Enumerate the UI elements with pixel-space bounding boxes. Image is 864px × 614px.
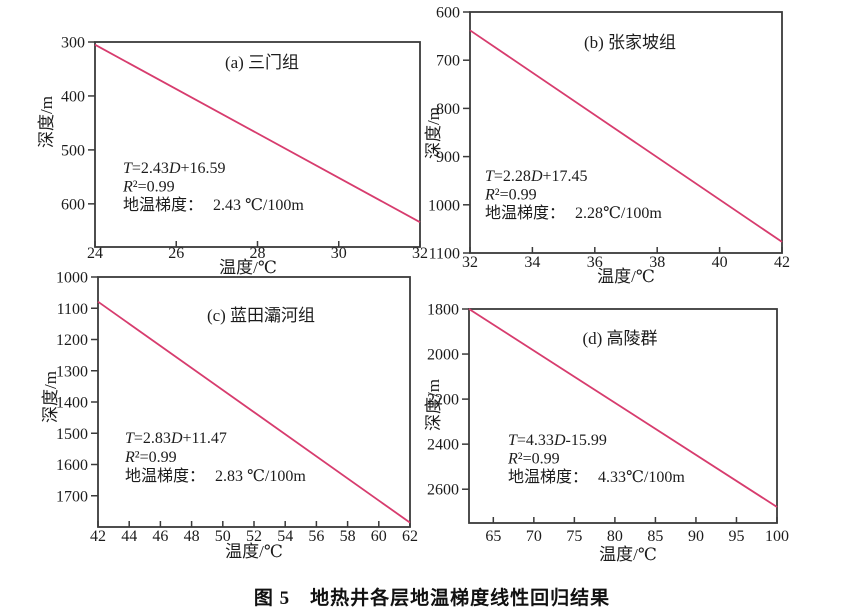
annotation-equation: T=4.33D-15.99 xyxy=(508,432,607,449)
x-tick-label: 75 xyxy=(566,528,582,545)
y-tick-label: 500 xyxy=(61,142,85,159)
x-tick-label: 24 xyxy=(87,245,103,262)
y-tick-label: 900 xyxy=(436,149,460,166)
y-axis-title: 深度/m xyxy=(424,107,443,159)
x-tick-label: 60 xyxy=(371,528,387,545)
subplot-b: 32 34 36 38 40 42 600 700 800 900 1000 1100 温度/℃ 深度/m… xyxy=(424,5,790,287)
regression-line xyxy=(94,43,421,223)
x-tick-label: 32 xyxy=(462,254,478,271)
y-tick-label: 1800 xyxy=(427,302,459,319)
x-tick-label: 40 xyxy=(712,254,728,271)
y-tick-label: 2400 xyxy=(427,437,459,454)
x-tick-label: 62 xyxy=(402,528,418,545)
x-tick-label: 42 xyxy=(774,254,790,271)
x-axis-title: 温度/℃ xyxy=(599,545,657,564)
x-tick-label: 46 xyxy=(152,528,168,545)
x-tick-label: 90 xyxy=(688,528,704,545)
y-tick-label: 700 xyxy=(436,53,460,70)
x-axis-title: 温度/℃ xyxy=(219,258,277,277)
x-tick-label: 54 xyxy=(277,528,293,545)
x-tick-label: 58 xyxy=(340,528,356,545)
y-tick-label: 1600 xyxy=(56,457,88,474)
y-axis-title: 深度/m xyxy=(41,371,60,423)
x-tick-label: 48 xyxy=(184,528,200,545)
y-axis-title: 深度/m xyxy=(37,96,56,148)
x-tick-label: 65 xyxy=(485,528,501,545)
subplot-c: 42 44 46 48 50 52 54 56 58 60 62 1000 1100 1200 1300 14… xyxy=(41,270,418,562)
y-tick-label: 2200 xyxy=(427,392,459,409)
y-tick-label: 2600 xyxy=(427,482,459,499)
annotation-equation: T=2.43D+16.59 xyxy=(123,160,226,177)
x-tick-label: 52 xyxy=(246,528,262,545)
x-tick-label: 38 xyxy=(649,254,665,271)
y-tick-label: 300 xyxy=(61,35,85,52)
x-tick-label: 36 xyxy=(587,254,603,271)
x-tick-label: 34 xyxy=(524,254,540,271)
y-tick-label: 1000 xyxy=(56,270,88,287)
x-tick-label: 100 xyxy=(765,528,789,545)
annotation-r-squared: R²=0.99 xyxy=(507,451,560,468)
panel-title: (b) 张家坡组 xyxy=(584,33,676,52)
annotation-r-squared: R²=0.99 xyxy=(484,187,537,204)
subplot-a: 24 26 28 30 32 300 400 500 600 温度/℃ 深度/m (a) 三门组 T=2… xyxy=(37,35,428,278)
annotation-r-squared: R²=0.99 xyxy=(122,179,175,196)
x-axis-title: 温度/℃ xyxy=(225,542,283,561)
y-tick-label: 1100 xyxy=(57,301,88,318)
y-axis-title: 深度/m xyxy=(424,379,443,431)
plot-frame xyxy=(94,41,421,248)
annotation-equation: T=2.28D+17.45 xyxy=(485,168,588,185)
y-tick-label: 1500 xyxy=(56,426,88,443)
x-tick-label: 28 xyxy=(250,245,266,262)
annotation-gradient: 地温梯度： 2.28℃/100m xyxy=(485,204,662,222)
x-tick-label: 30 xyxy=(331,245,347,262)
regression-line xyxy=(469,29,783,243)
subplot-d: 65 70 75 80 85 90 95 100 1800 2000 2200 2400 2600 温度/… xyxy=(424,302,789,565)
y-tick-label: 600 xyxy=(61,196,85,213)
x-tick-label: 56 xyxy=(308,528,324,545)
y-tick-label: 1200 xyxy=(56,332,88,349)
y-tick-label: 1400 xyxy=(56,395,88,412)
annotation-r-squared: R²=0.99 xyxy=(124,449,177,466)
y-tick-label: 400 xyxy=(61,88,85,105)
panel-title: (a) 三门组 xyxy=(225,53,299,72)
x-tick-label: 26 xyxy=(168,245,184,262)
y-tick-label: 1000 xyxy=(428,197,460,214)
x-tick-label: 70 xyxy=(526,528,542,545)
x-tick-label: 85 xyxy=(647,528,663,545)
plot-frame xyxy=(468,308,778,524)
y-tick-label: 1300 xyxy=(56,363,88,380)
x-tick-label: 32 xyxy=(412,245,428,262)
plot-frame xyxy=(469,11,783,254)
plots-canvas: 24 26 28 30 32 300 400 500 600 温度/℃ 深度/m (a) 三门组 T=2… xyxy=(37,5,790,565)
y-tick-label: 1100 xyxy=(429,246,460,263)
y-tick-label: 600 xyxy=(436,5,460,22)
x-axis-title: 温度/℃ xyxy=(597,267,655,286)
panel-title: (c) 蓝田灞河组 xyxy=(207,306,315,325)
regression-line xyxy=(97,300,411,524)
x-tick-label: 50 xyxy=(215,528,231,545)
panel-title: (d) 高陵群 xyxy=(582,329,657,348)
regression-line xyxy=(468,308,778,508)
annotation-gradient: 地温梯度： 2.83 ℃/100m xyxy=(125,467,306,485)
y-tick-label: 2000 xyxy=(427,347,459,364)
annotation-gradient: 地温梯度： 2.43 ℃/100m xyxy=(123,196,304,214)
y-tick-label: 1700 xyxy=(56,488,88,505)
annotation-equation: T=2.83D+11.47 xyxy=(125,430,227,447)
x-tick-label: 42 xyxy=(90,528,106,545)
y-tick-label: 800 xyxy=(436,101,460,118)
annotation-gradient: 地温梯度： 4.33℃/100m xyxy=(508,468,685,486)
figure-caption: 图 5 地热井各层地温梯度线性回归结果 xyxy=(253,588,611,609)
x-tick-label: 80 xyxy=(607,528,623,545)
x-tick-label: 95 xyxy=(728,528,744,545)
x-tick-label: 44 xyxy=(121,528,137,545)
